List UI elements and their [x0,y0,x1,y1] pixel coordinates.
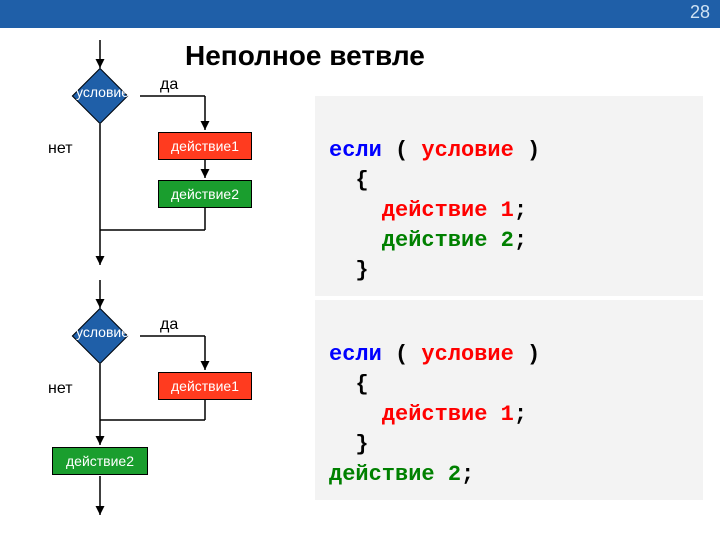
code-paren: ) [527,138,540,163]
action2-box: действие2 [158,180,252,208]
yes-label: да [160,76,178,94]
code-action-1: действие 1 [382,198,514,223]
code-action-2: действие 2 [382,228,514,253]
code-paren: ) [527,342,540,367]
code-brace: } [355,258,368,283]
code-condition: условие [421,342,513,367]
no-label: нет [48,140,73,158]
code-brace: { [355,372,368,397]
flowchart-2: условие да нет действие1 действие2 [30,280,310,530]
yes-label: да [160,316,178,334]
code-brace: { [355,168,368,193]
code-semicolon: ; [461,462,474,487]
code-brace: } [355,432,368,457]
code-paren: ( [395,342,408,367]
no-label: нет [48,380,73,398]
code-keyword-if: если [329,342,382,367]
code-block-2: если ( условие ) { действие 1; } действи… [315,300,703,500]
code-block-1: если ( условие ) { действие 1; действие … [315,96,703,296]
condition-label: условие [76,324,124,340]
action2-box: действие2 [52,447,148,475]
code-action-2: действие 2 [329,462,461,487]
code-semicolon: ; [514,228,527,253]
condition-label: условие [76,84,124,100]
page-number: 28 [690,2,710,23]
flowchart-1: условие да нет действие1 действие2 [30,40,310,275]
action1-box: действие1 [158,132,252,160]
code-paren: ( [395,138,408,163]
code-semicolon: ; [514,198,527,223]
code-action-1: действие 1 [382,402,514,427]
top-bar: 28 [0,0,720,28]
action1-box: действие1 [158,372,252,400]
code-condition: условие [421,138,513,163]
code-semicolon: ; [514,402,527,427]
code-keyword-if: если [329,138,382,163]
